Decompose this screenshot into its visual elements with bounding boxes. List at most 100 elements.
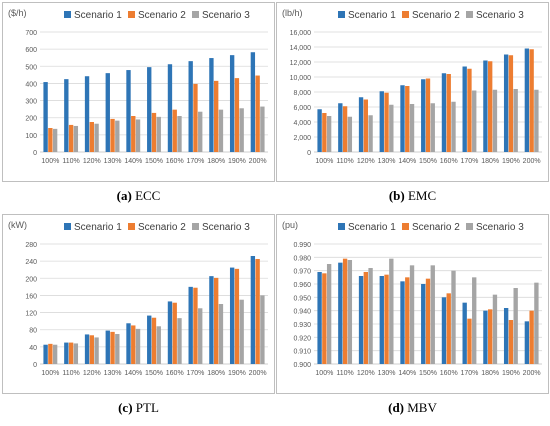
bar xyxy=(188,286,193,364)
bar xyxy=(342,106,348,152)
x-tick-label: 120% xyxy=(83,370,101,377)
chart-panel-ptl: (kW) Scenario 1 Scenario 2 Scenario 3 0 40 80 1… xyxy=(2,214,275,426)
bar xyxy=(513,288,518,364)
bar xyxy=(492,89,498,152)
bar xyxy=(218,304,224,364)
bar xyxy=(147,67,152,152)
bar xyxy=(177,318,182,364)
bar xyxy=(342,258,348,364)
bar xyxy=(151,112,157,152)
chart-ecc: ($/h) Scenario 1 Scenario 2 Scenario 3 0 100 2… xyxy=(2,2,275,182)
bar xyxy=(430,265,435,364)
bar xyxy=(409,265,415,364)
bar xyxy=(239,299,244,364)
caption-emc: (b) EMC xyxy=(276,188,549,204)
legend-label: Scenario 2 xyxy=(138,222,186,233)
x-tick-label: 190% xyxy=(228,370,246,377)
y-tick-label: 0 xyxy=(307,150,311,157)
x-tick-label: 200% xyxy=(249,158,267,165)
bar xyxy=(425,278,431,364)
bar xyxy=(167,64,173,152)
y-tick-label: 4,000 xyxy=(293,120,311,127)
bar xyxy=(368,115,373,152)
y-tick-label: 10,000 xyxy=(290,75,312,82)
x-tick-label: 130% xyxy=(104,370,122,377)
x-tick-label: 140% xyxy=(124,158,142,165)
bar xyxy=(250,256,256,364)
bar xyxy=(483,310,488,364)
unit-label: (pu) xyxy=(282,220,298,230)
bar xyxy=(167,301,173,364)
legend-swatch xyxy=(466,223,473,230)
legend-label: Scenario 1 xyxy=(348,222,396,233)
caption-text: PTL xyxy=(135,400,159,415)
bar xyxy=(317,109,322,152)
legend-label: Scenario 3 xyxy=(202,222,250,233)
bar xyxy=(234,268,240,364)
x-tick-label: 200% xyxy=(523,370,541,377)
x-tick-label: 110% xyxy=(336,158,353,165)
x-tick-label: 100% xyxy=(41,370,59,377)
bar xyxy=(64,79,69,152)
legend-swatch xyxy=(466,11,473,18)
bar xyxy=(52,344,58,364)
legend-swatch xyxy=(402,11,409,18)
y-tick-label: 160 xyxy=(25,293,37,300)
x-tick-label: 120% xyxy=(357,370,375,377)
y-tick-label: 240 xyxy=(25,259,37,266)
x-tick-label: 100% xyxy=(315,158,333,165)
bar xyxy=(68,342,74,364)
y-tick-label: 0.900 xyxy=(293,362,311,369)
y-tick-label: 400 xyxy=(25,81,37,88)
x-tick-label: 170% xyxy=(461,370,479,377)
bar xyxy=(409,104,415,152)
bar xyxy=(405,277,410,364)
y-tick-label: 12,000 xyxy=(290,60,312,67)
bar xyxy=(421,79,426,152)
x-tick-label: 150% xyxy=(419,370,437,377)
x-tick-label: 110% xyxy=(336,370,353,377)
y-tick-label: 0.950 xyxy=(293,295,311,302)
bar xyxy=(151,317,157,364)
bar xyxy=(451,101,456,152)
x-tick-label: 110% xyxy=(62,158,79,165)
bar xyxy=(229,55,235,153)
x-tick-label: 190% xyxy=(502,158,520,165)
x-tick-label: 160% xyxy=(440,370,458,377)
y-tick-label: 0 xyxy=(33,362,37,369)
bar xyxy=(358,97,364,152)
bar xyxy=(421,284,426,364)
chart-panel-ecc: ($/h) Scenario 1 Scenario 2 Scenario 3 0 100 2… xyxy=(2,2,275,214)
legend-swatch xyxy=(64,223,71,230)
bar xyxy=(400,85,405,152)
y-tick-label: 0 xyxy=(33,150,37,157)
bar xyxy=(105,73,110,152)
bar xyxy=(131,116,136,152)
bar xyxy=(524,321,530,364)
y-tick-label: 0.920 xyxy=(293,335,311,342)
x-tick-label: 200% xyxy=(249,370,267,377)
x-tick-label: 200% xyxy=(523,158,541,165)
bar xyxy=(94,123,99,152)
caption-text: MBV xyxy=(407,400,437,415)
bar xyxy=(472,277,477,364)
legend-label: Scenario 1 xyxy=(348,10,396,21)
bar xyxy=(110,331,115,364)
y-tick-label: 200 xyxy=(25,116,37,123)
y-tick-label: 120 xyxy=(25,311,37,318)
bar xyxy=(441,73,447,152)
legend-swatch xyxy=(338,223,345,230)
bar xyxy=(135,119,141,152)
legend-swatch xyxy=(402,223,409,230)
legend-swatch xyxy=(64,11,71,18)
x-tick-label: 140% xyxy=(398,158,416,165)
x-tick-label: 190% xyxy=(502,370,520,377)
x-tick-label: 130% xyxy=(378,370,396,377)
caption-label: (d) xyxy=(388,400,404,415)
bar xyxy=(188,61,193,153)
bar xyxy=(193,287,198,364)
x-tick-label: 140% xyxy=(124,370,142,377)
y-tick-label: 0.970 xyxy=(293,269,311,276)
caption-text: ECC xyxy=(135,188,161,203)
legend-label: Scenario 2 xyxy=(138,10,186,21)
